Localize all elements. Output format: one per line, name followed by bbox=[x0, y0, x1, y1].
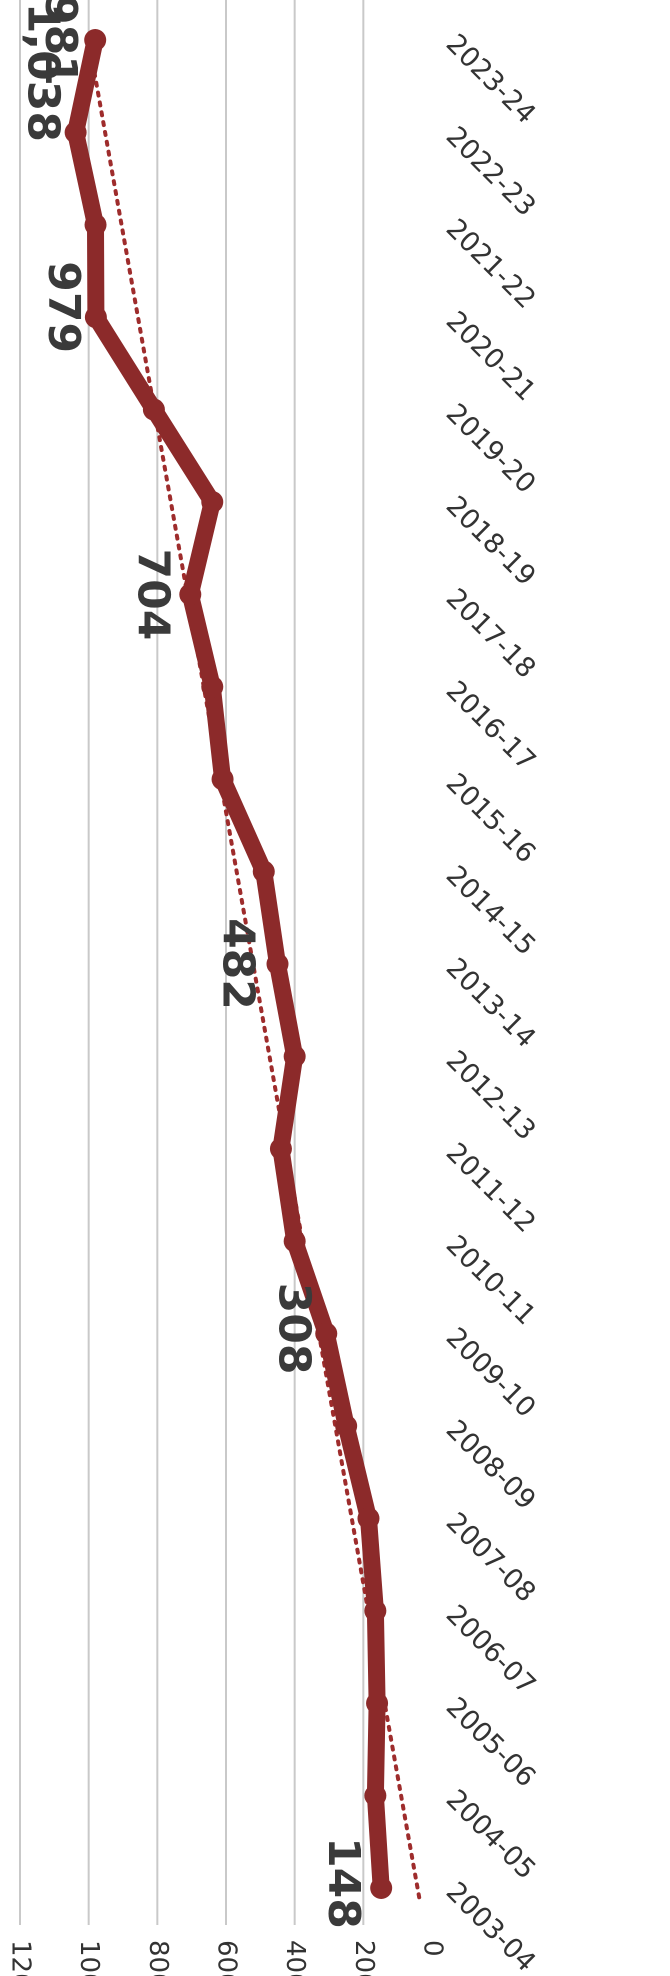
x-tick-label: 2023-24 bbox=[440, 28, 542, 130]
x-tick-label: 2014-15 bbox=[440, 860, 542, 962]
data-label: 979 bbox=[38, 261, 89, 353]
x-tick-label: 2019-20 bbox=[440, 398, 542, 500]
data-point bbox=[283, 1045, 306, 1068]
x-tick-label: 2007-08 bbox=[440, 1507, 542, 1609]
data-label: 482 bbox=[213, 918, 264, 1010]
x-tick-label: 2021-22 bbox=[440, 213, 542, 315]
y-axis-ticks: 0 200 400 600 800 1000 1200 bbox=[6, 1940, 448, 1976]
x-tick-label: 2022-23 bbox=[440, 121, 542, 223]
data-label: 704 bbox=[127, 548, 178, 640]
data-point bbox=[211, 768, 234, 791]
x-tick-label: 2005-06 bbox=[440, 1692, 542, 1794]
data-point bbox=[266, 953, 289, 975]
data-point bbox=[364, 1599, 387, 1622]
x-tick-label: 2015-16 bbox=[440, 768, 542, 870]
data-point bbox=[364, 1784, 387, 1807]
data-point bbox=[315, 1322, 338, 1345]
x-tick-label: 2016-17 bbox=[440, 675, 542, 777]
data-point bbox=[252, 860, 275, 883]
x-tick-label: 2012-13 bbox=[440, 1045, 542, 1147]
y-tick-label: 0 bbox=[418, 1940, 448, 1957]
x-tick-label: 2003-04 bbox=[440, 1876, 542, 1976]
data-point bbox=[179, 583, 202, 606]
data-points bbox=[64, 29, 393, 1899]
data-point bbox=[283, 1230, 306, 1253]
trendline-path bbox=[86, 38, 422, 1900]
data-point bbox=[64, 121, 87, 144]
data-label: 308 bbox=[268, 1283, 319, 1375]
trendline bbox=[86, 38, 422, 1900]
data-label: 148 bbox=[318, 1837, 369, 1929]
data-point bbox=[84, 306, 107, 329]
y-tick-label: 800 bbox=[143, 1940, 173, 1976]
data-label: 1,038 bbox=[18, 3, 69, 142]
data-point bbox=[84, 213, 107, 236]
data-point bbox=[84, 29, 107, 51]
y-tick-label: 1200 bbox=[6, 1940, 36, 1976]
y-tick-label: 1000 bbox=[74, 1940, 104, 1976]
data-point bbox=[335, 1415, 358, 1437]
data-label: 981 bbox=[35, 0, 86, 86]
x-tick-label: 2004-05 bbox=[440, 1784, 542, 1886]
data-point bbox=[370, 1877, 393, 1899]
data-point bbox=[142, 398, 165, 421]
y-tick-label: 600 bbox=[212, 1940, 242, 1976]
data-point bbox=[366, 1692, 389, 1715]
data-point bbox=[357, 1507, 380, 1530]
x-tick-label: 2013-14 bbox=[440, 952, 542, 1054]
x-tick-label: 2011-12 bbox=[440, 1137, 542, 1239]
data-point bbox=[269, 1137, 292, 1160]
x-tick-label: 2008-09 bbox=[440, 1414, 542, 1516]
x-tick-label: 2009-10 bbox=[440, 1322, 542, 1424]
y-tick-label: 200 bbox=[349, 1940, 379, 1976]
x-tick-label: 2010-11 bbox=[440, 1230, 542, 1332]
x-axis-ticks: 2003-042004-052005-062006-072007-082008-… bbox=[440, 28, 542, 1976]
data-point bbox=[201, 491, 224, 513]
x-tick-label: 2020-21 bbox=[440, 306, 542, 408]
x-tick-label: 2018-19 bbox=[440, 490, 542, 592]
x-tick-label: 2017-18 bbox=[440, 583, 542, 685]
x-tick-label: 2006-07 bbox=[440, 1599, 542, 1701]
y-tick-label: 400 bbox=[280, 1940, 310, 1976]
data-point bbox=[201, 675, 224, 698]
